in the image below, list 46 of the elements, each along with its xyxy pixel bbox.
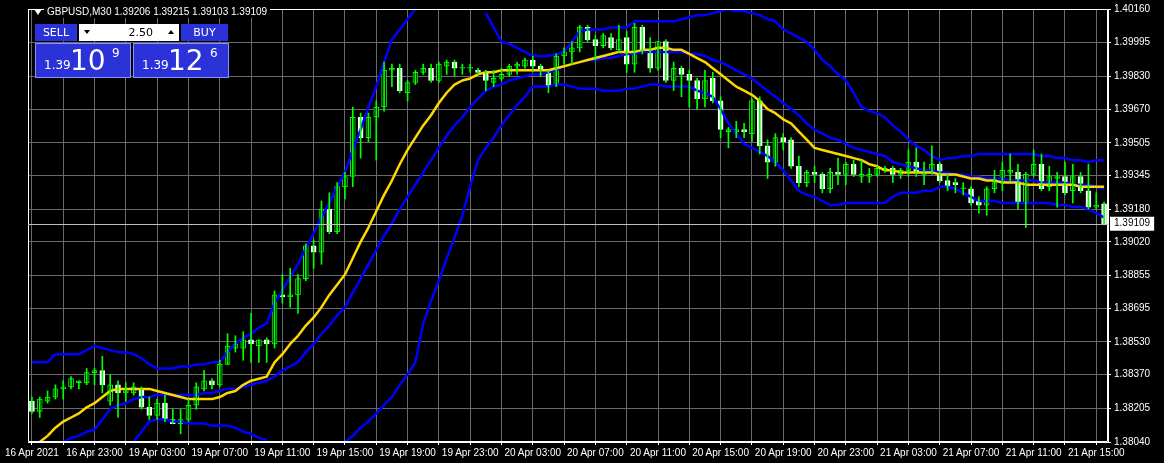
- y-tick-label: 1.38205: [1114, 402, 1151, 414]
- lot-size-field: 2.50: [79, 24, 179, 41]
- annotation: 10: [70, 44, 106, 77]
- x-tick-label: 21 Apr 15:00: [1067, 446, 1126, 458]
- x-tick-label: 21 Apr 11:00: [1005, 446, 1063, 458]
- x-tick-label: 19 Apr 15:00: [316, 446, 374, 458]
- y-tick-label: 1.38530: [1114, 335, 1151, 347]
- annotation: SELL: [35, 24, 77, 41]
- y-tick-label: 1.38695: [1114, 301, 1151, 313]
- x-tick-label: 20 Apr 23:00: [817, 446, 875, 458]
- x-tick-label: 16 Apr 23:00: [66, 446, 124, 458]
- annotation: 9: [112, 46, 120, 60]
- x-tick-label: 21 Apr 03:00: [880, 446, 938, 458]
- y-tick-label: 1.38040: [1114, 435, 1151, 447]
- x-tick-label: 21 Apr 07:00: [942, 446, 1000, 458]
- x-tick-label: 16 Apr 2021: [4, 446, 60, 458]
- annotation: 1.39: [142, 58, 169, 72]
- y-tick-label: 1.38370: [1114, 368, 1151, 380]
- annotation: BUY: [181, 24, 228, 41]
- y-tick-label: 1.39830: [1114, 70, 1151, 82]
- y-tick-label: 1.39995: [1114, 36, 1151, 48]
- annotation: 2.50: [128, 26, 153, 39]
- x-tick-label: 20 Apr 15:00: [692, 446, 750, 458]
- annotation: 6: [210, 46, 218, 60]
- candlestick: [960, 182, 967, 196]
- x-tick-label: 20 Apr 11:00: [630, 446, 687, 458]
- x-tick-label: 20 Apr 03:00: [504, 446, 562, 458]
- y-tick-label: 1.38855: [1114, 269, 1151, 281]
- x-tick-label: 19 Apr 19:00: [379, 446, 437, 458]
- annotation: 1.39: [44, 58, 71, 72]
- x-tick-label: 20 Apr 19:00: [754, 446, 813, 458]
- y-tick-label: 1.39345: [1114, 169, 1151, 181]
- ref-line-label: 1.39109: [1114, 217, 1151, 229]
- candlestick: [467, 63, 473, 73]
- y-tick-label: 1.39180: [1114, 202, 1151, 214]
- annotation: 12: [168, 44, 204, 77]
- y-tick-label: 1.39505: [1114, 136, 1151, 148]
- x-tick-label: 19 Apr 07:00: [191, 446, 249, 458]
- x-tick-label: 19 Apr 11:00: [254, 446, 311, 458]
- y-tick-label: 1.39020: [1114, 235, 1151, 247]
- x-tick-label: 19 Apr 23:00: [441, 446, 499, 458]
- y-tick-label: 1.39670: [1114, 102, 1151, 114]
- y-tick-label: 1.40160: [1114, 2, 1151, 14]
- chart-title: GBPUSD,M30 1.39206 1.39215 1.39103 1.39109: [44, 6, 271, 18]
- x-tick-label: 19 Apr 03:00: [128, 446, 186, 458]
- x-tick-label: 20 Apr 07:00: [567, 446, 625, 458]
